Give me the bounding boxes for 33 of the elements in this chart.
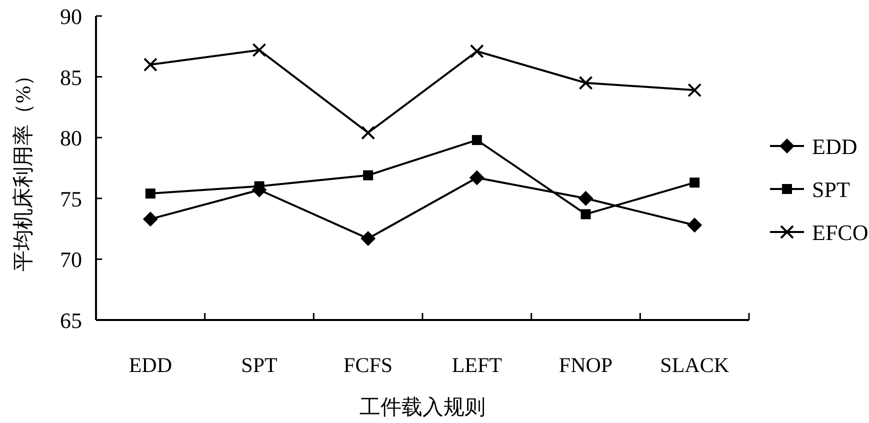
point xyxy=(580,209,591,220)
point xyxy=(578,190,594,206)
point xyxy=(142,212,158,227)
y-tick-label: 70 xyxy=(60,247,82,272)
x-tick-label: SLACK xyxy=(660,353,730,377)
y-tick-label: 90 xyxy=(60,4,82,29)
x-tick-label: LEFT xyxy=(452,353,502,377)
x-tick-label: FNOP xyxy=(558,353,613,377)
x-axis-title: 工件载入规则 xyxy=(360,395,486,419)
point xyxy=(252,43,266,58)
point xyxy=(360,231,376,246)
y-tick-label: 85 xyxy=(60,64,82,90)
point xyxy=(688,83,702,98)
y-tick-label: 80 xyxy=(60,126,82,151)
x-tick-label: FCFS xyxy=(344,353,393,377)
y-tick-label: 65 xyxy=(60,308,82,333)
legend-label: EDD xyxy=(812,134,858,159)
point xyxy=(690,178,700,188)
point xyxy=(145,188,156,199)
point xyxy=(687,218,702,233)
point xyxy=(361,126,376,140)
y-axis-title: 平均机床利用率（%） xyxy=(11,64,35,272)
point xyxy=(143,58,158,72)
x-tick-label: SPT xyxy=(241,353,278,377)
x-tick-label: EDD xyxy=(128,353,172,377)
point xyxy=(469,170,484,186)
point xyxy=(470,44,484,58)
point xyxy=(363,170,374,180)
y-tick-label: 75 xyxy=(60,186,82,212)
legend-label: EFCO xyxy=(812,220,868,245)
point xyxy=(472,135,482,146)
point xyxy=(578,76,593,90)
legend-label: SPT xyxy=(812,177,850,202)
